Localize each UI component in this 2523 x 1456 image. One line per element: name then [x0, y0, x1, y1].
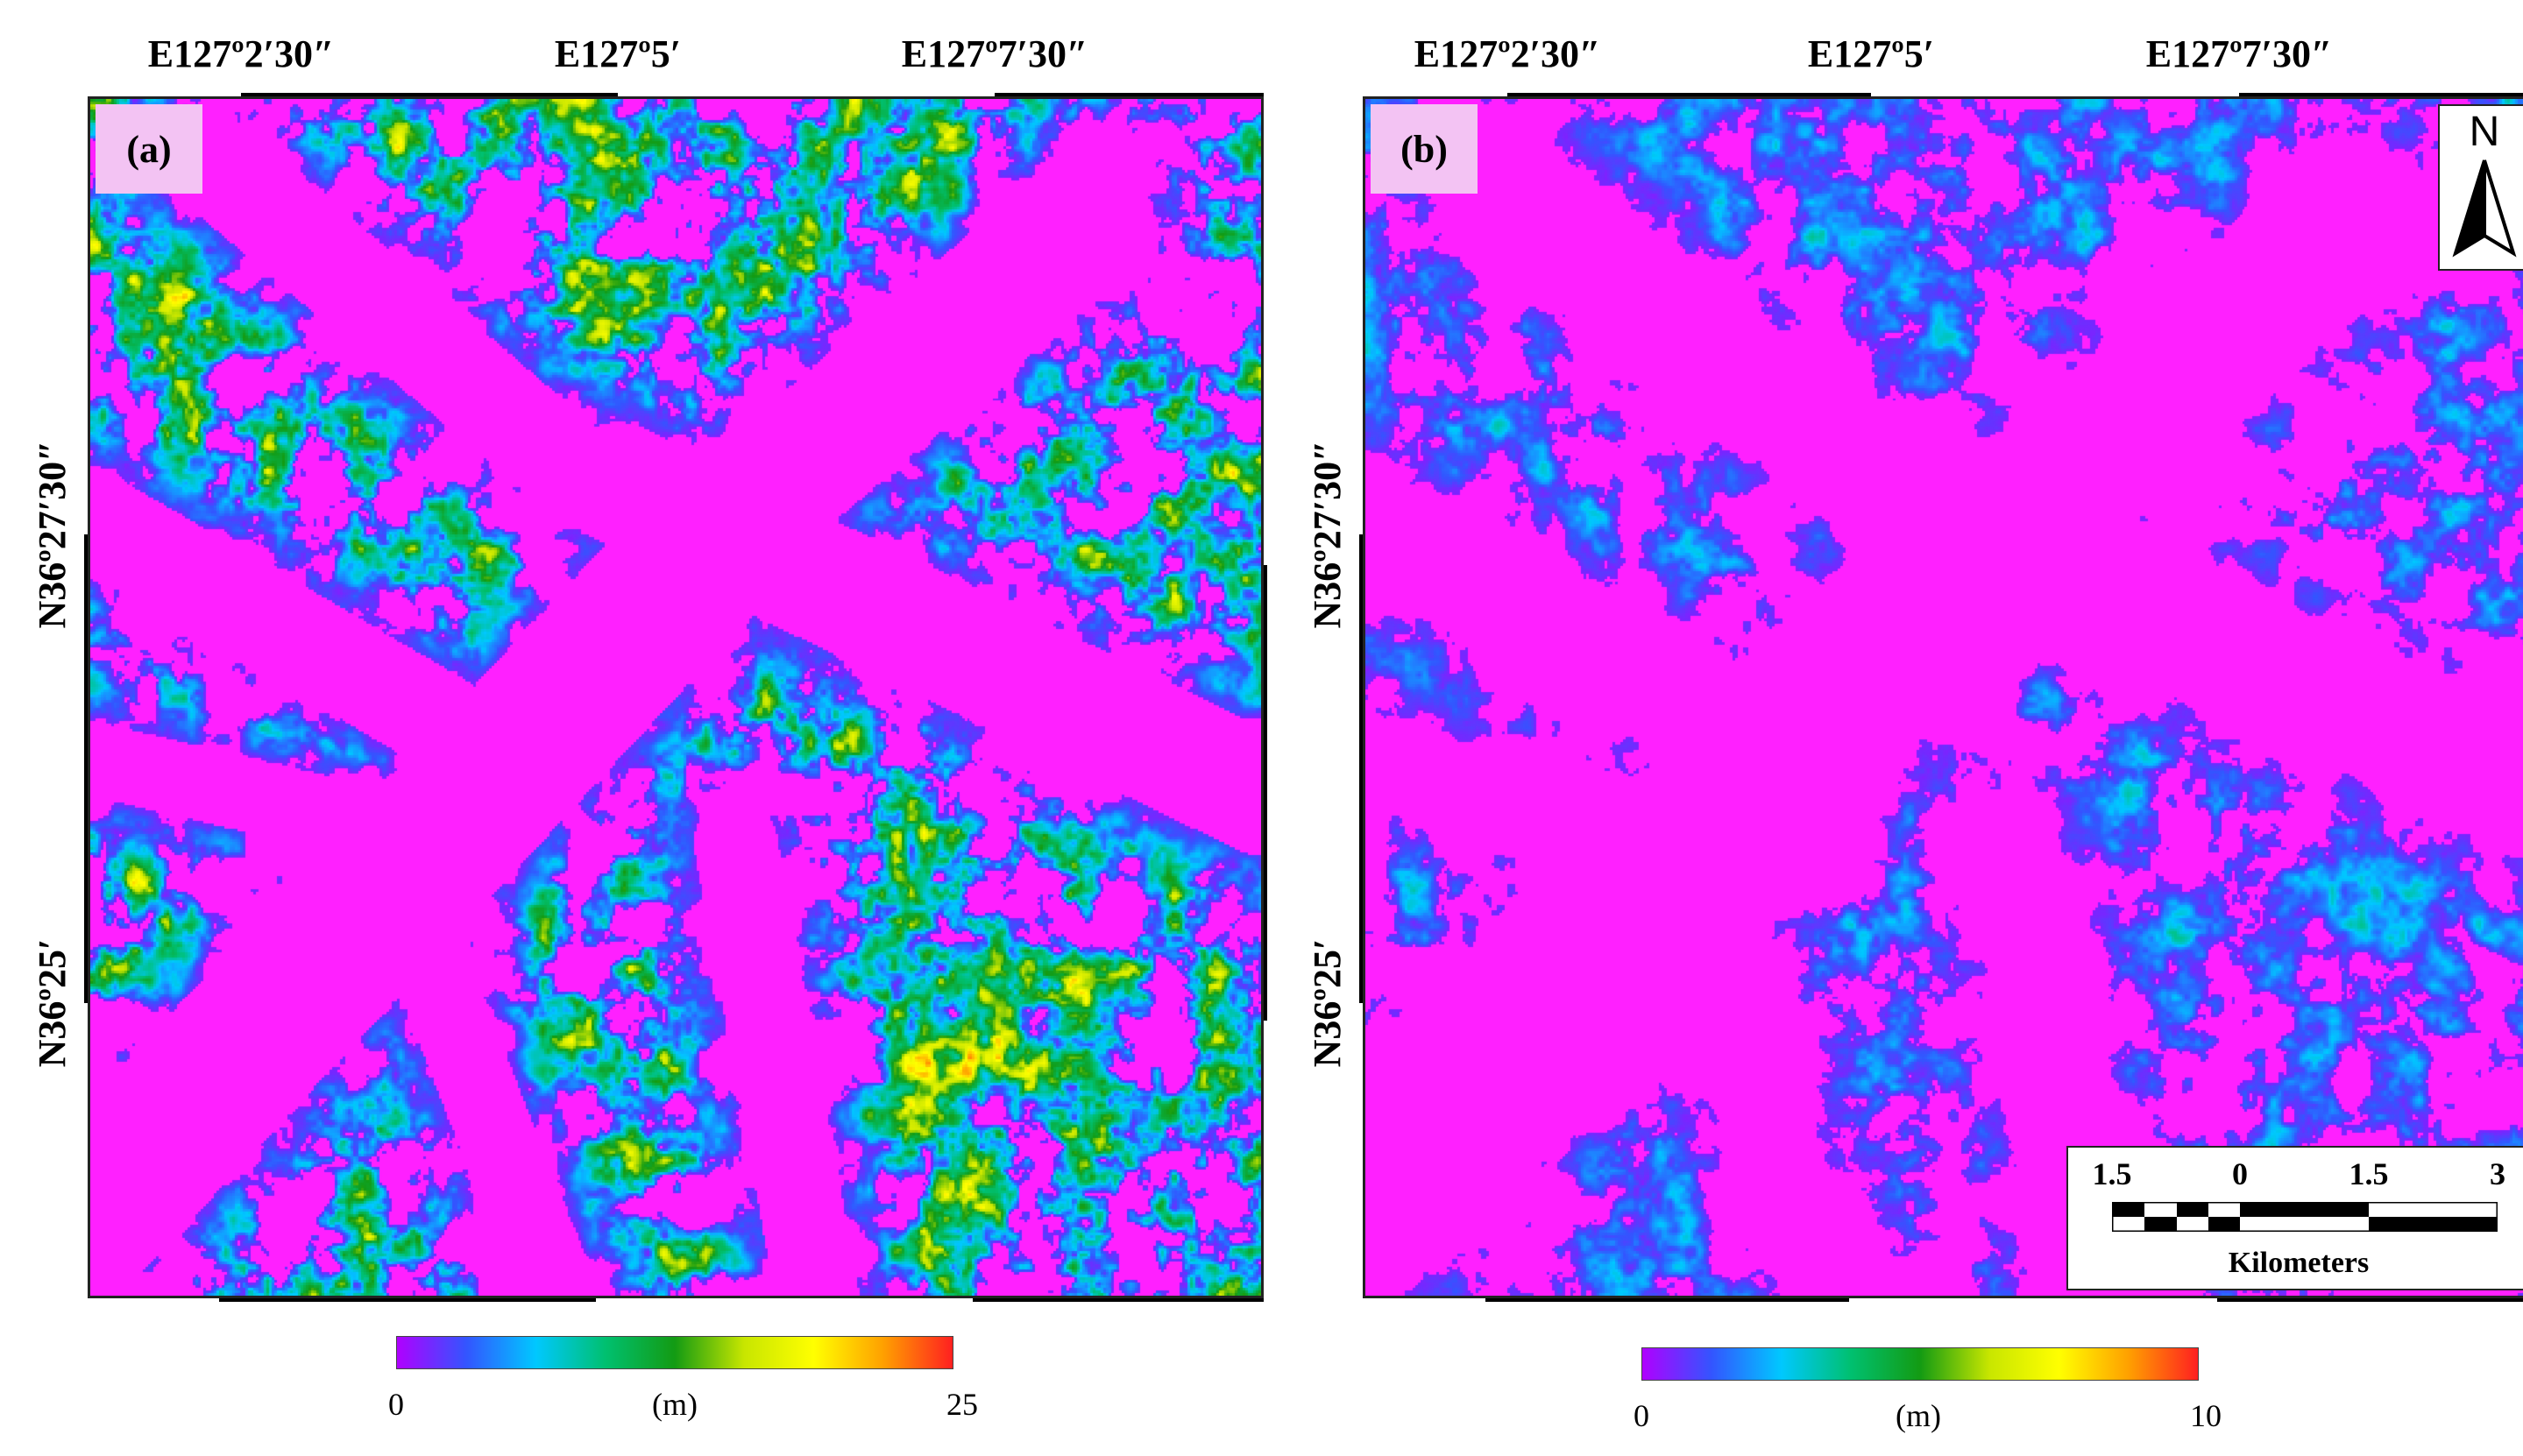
height-raster-b	[1365, 99, 2523, 1296]
longitude-label-1: E127º2′30″	[147, 32, 335, 75]
bottom-frame-segment	[2217, 1295, 2523, 1302]
longitude-label-2: E127º5′	[554, 32, 682, 75]
scale-units-label: Kilometers	[2228, 1247, 2370, 1279]
latitude-label-2: N36º25′	[1306, 938, 1349, 1068]
colorbar-b-unit: (m)	[1896, 1398, 1941, 1433]
height-map-a: (a)	[88, 96, 1264, 1298]
north-arrow-letter: N	[2469, 109, 2500, 155]
longitude-label-2: E127º5′	[1807, 32, 1935, 75]
north-arrow: N	[2438, 104, 2523, 271]
panel-b: E127º2′30″ E127º5′ E127º7′30″ N36º27′30″…	[1275, 0, 2523, 1456]
latitude-label-1: N36º27′30″	[1306, 440, 1349, 629]
colorbar-a-max: 25	[946, 1387, 978, 1422]
latitude-label-1: N36º27′30″	[31, 440, 74, 629]
bottom-frame-segment	[973, 1295, 1264, 1302]
north-arrow-icon	[2452, 159, 2517, 258]
bottom-frame-segment	[219, 1295, 596, 1302]
longitude-label-3: E127º7′30″	[901, 32, 1088, 75]
scale-tick-label: 3	[2490, 1156, 2505, 1191]
latitude-label-2: N36º25′	[31, 938, 74, 1068]
colorbar-a-min: 0	[388, 1387, 404, 1422]
colorbar-b-min: 0	[1634, 1398, 1649, 1433]
panel-tag-a: (a)	[96, 104, 202, 194]
scale-bar: 1.5 0 1.5 3 Kilometers	[2066, 1146, 2523, 1290]
scale-tick-label: 1.5	[2092, 1156, 2132, 1191]
bottom-frame-segment	[1485, 1295, 1849, 1302]
panel-tag-b: (b)	[1371, 104, 1478, 194]
panel-a: E127º2′30″ E127º5′ E127º7′30″ N36º27′30″…	[0, 0, 1267, 1456]
right-frame-segment	[1260, 565, 1267, 1021]
colorbar-a-unit: (m)	[652, 1387, 698, 1422]
scale-tick-label: 0	[2232, 1156, 2248, 1191]
colorbar-a	[396, 1336, 953, 1369]
longitude-label-1: E127º2′30″	[1414, 32, 1601, 75]
colorbar-b-max: 10	[2190, 1398, 2222, 1433]
longitude-label-3: E127º7′30″	[2145, 32, 2333, 75]
scale-bar-graphic	[2112, 1202, 2498, 1232]
scale-tick-label: 1.5	[2349, 1156, 2389, 1191]
colorbar-b	[1641, 1347, 2199, 1381]
height-map-b: (b) N 1.5 0 1.5 3 Kilometers	[1363, 96, 2523, 1298]
height-raster-a	[90, 99, 1261, 1296]
